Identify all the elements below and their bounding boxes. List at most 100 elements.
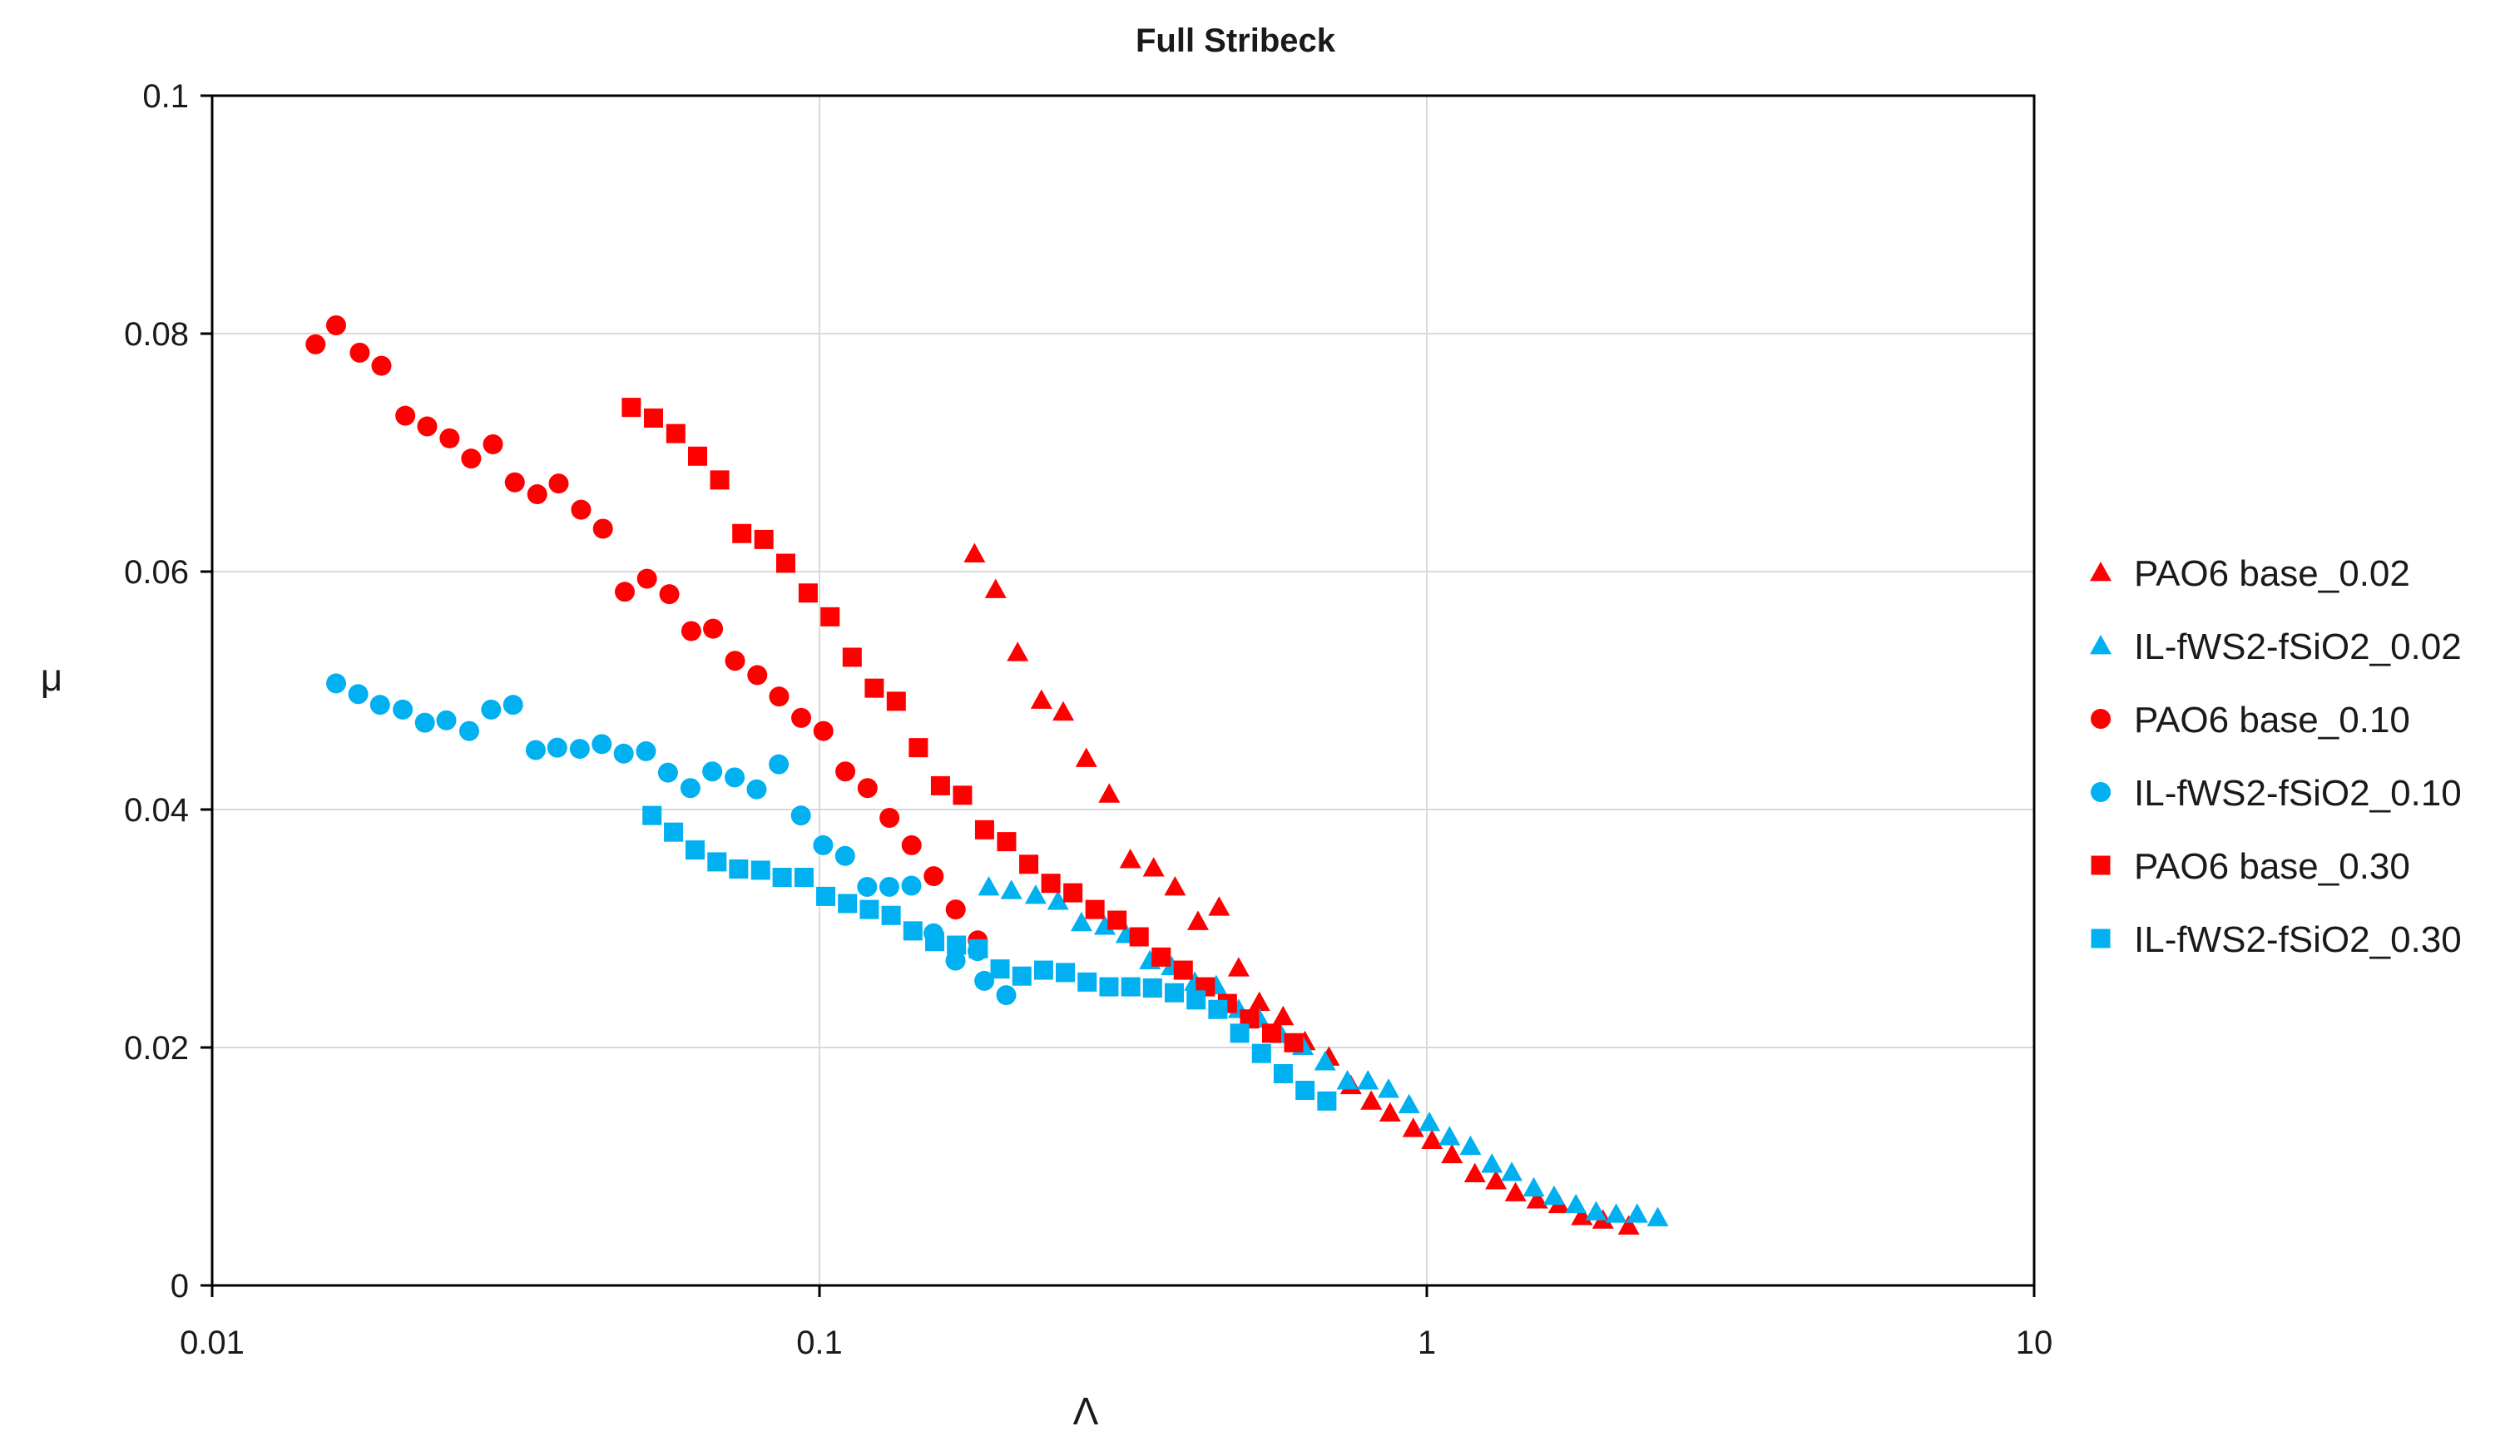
data-point bbox=[747, 665, 768, 686]
data-point bbox=[769, 754, 790, 775]
data-point bbox=[436, 710, 457, 730]
data-point bbox=[834, 845, 855, 866]
data-point bbox=[1098, 783, 1121, 803]
data-point bbox=[1208, 896, 1230, 916]
legend-label: IL-fWS2-fSiO2_0.10 bbox=[2134, 773, 2462, 814]
data-point bbox=[978, 875, 1000, 896]
data-point bbox=[571, 499, 592, 520]
data-point bbox=[947, 935, 967, 955]
data-point bbox=[1142, 857, 1165, 877]
data-point bbox=[525, 740, 546, 760]
data-point bbox=[1646, 1206, 1669, 1226]
data-point bbox=[1129, 927, 1149, 947]
data-point bbox=[838, 894, 858, 914]
y-tick-label: 0.1 bbox=[142, 78, 189, 115]
data-point bbox=[1119, 849, 1141, 869]
data-point bbox=[1030, 689, 1052, 709]
data-point bbox=[879, 876, 899, 897]
data-point bbox=[685, 840, 705, 860]
data-point bbox=[305, 334, 326, 354]
data-point bbox=[1230, 1023, 1250, 1043]
data-point bbox=[1463, 1162, 1486, 1182]
grid-lines bbox=[211, 95, 2035, 1286]
data-point bbox=[990, 959, 1010, 979]
data-point bbox=[816, 886, 836, 906]
data-point bbox=[1504, 1181, 1527, 1201]
data-point bbox=[879, 808, 900, 829]
legend-item: IL-fWS2-fSiO2_0.10 bbox=[2091, 773, 2462, 814]
y-tick-label: 0.08 bbox=[124, 316, 189, 353]
legend: PAO6 base_0.02 IL-fWS2-fSiO2_0.02 PAO6 bas… bbox=[2090, 553, 2462, 960]
data-point bbox=[1481, 1153, 1503, 1173]
legend-label: PAO6 base_0.02 bbox=[2134, 553, 2410, 594]
data-point bbox=[903, 921, 923, 941]
data-point bbox=[1248, 991, 1270, 1012]
data-point bbox=[1000, 879, 1022, 899]
data-point bbox=[725, 651, 745, 671]
data-point bbox=[1542, 1185, 1565, 1206]
data-point bbox=[1041, 874, 1061, 894]
data-point bbox=[864, 678, 884, 698]
data-point bbox=[483, 433, 503, 454]
data-point bbox=[636, 740, 656, 761]
data-point bbox=[642, 805, 662, 825]
legend-label: IL-fWS2-fSiO2_0.02 bbox=[2134, 626, 2462, 667]
data-point bbox=[1605, 1203, 1627, 1223]
data-point bbox=[681, 621, 701, 641]
legend-item: PAO6 base_0.10 bbox=[2091, 700, 2410, 740]
y-axis-label: μ bbox=[41, 656, 63, 699]
data-point bbox=[813, 721, 834, 741]
data-point bbox=[1295, 1080, 1315, 1100]
data-point bbox=[458, 721, 479, 741]
data-point bbox=[1024, 884, 1047, 904]
data-point bbox=[348, 684, 369, 705]
data-point bbox=[1227, 957, 1250, 977]
data-point bbox=[1047, 890, 1069, 910]
data-point bbox=[945, 899, 966, 920]
data-point bbox=[791, 707, 812, 728]
y-tick-label: 0.06 bbox=[124, 554, 189, 591]
data-point bbox=[326, 673, 347, 694]
data-point bbox=[1441, 1143, 1463, 1164]
data-point bbox=[504, 472, 525, 493]
data-points bbox=[305, 314, 1669, 1235]
data-point bbox=[371, 355, 392, 376]
data-point bbox=[710, 470, 730, 490]
legend-item: PAO6 base_0.30 bbox=[2091, 846, 2410, 887]
data-point bbox=[1438, 1126, 1461, 1146]
data-point bbox=[1378, 1078, 1400, 1098]
data-point bbox=[548, 473, 569, 494]
data-point bbox=[1402, 1117, 1424, 1137]
data-point bbox=[813, 834, 834, 855]
data-point bbox=[1012, 966, 1032, 986]
data-point bbox=[547, 737, 567, 758]
data-point bbox=[1357, 1070, 1379, 1090]
legend-marker bbox=[2091, 709, 2111, 729]
data-point bbox=[1070, 911, 1092, 932]
data-point bbox=[1421, 1129, 1443, 1149]
legend-item: IL-fWS2-fSiO2_0.02 bbox=[2090, 626, 2462, 667]
data-point bbox=[1121, 977, 1141, 997]
data-point bbox=[680, 778, 701, 799]
x-axis-label: Λ bbox=[1073, 1389, 1099, 1433]
data-point bbox=[857, 876, 878, 897]
data-point bbox=[908, 738, 928, 758]
data-point bbox=[1007, 641, 1029, 661]
chart-title: Full Stribeck bbox=[1136, 22, 1336, 59]
data-point bbox=[592, 518, 613, 539]
data-point bbox=[1379, 1102, 1401, 1122]
data-point bbox=[886, 691, 906, 711]
data-point bbox=[901, 834, 922, 855]
data-point bbox=[417, 416, 438, 437]
data-point bbox=[772, 868, 792, 888]
data-point bbox=[1093, 915, 1116, 935]
data-point bbox=[369, 695, 390, 716]
legend-marker bbox=[2091, 929, 2111, 948]
data-point bbox=[1526, 1189, 1548, 1209]
data-point bbox=[657, 762, 678, 783]
data-point bbox=[923, 866, 944, 887]
data-point bbox=[1272, 1005, 1295, 1026]
y-axis-ticks: 0 0.02 0.04 0.06 0.08 0.1 bbox=[124, 78, 212, 1305]
data-point bbox=[393, 699, 413, 720]
